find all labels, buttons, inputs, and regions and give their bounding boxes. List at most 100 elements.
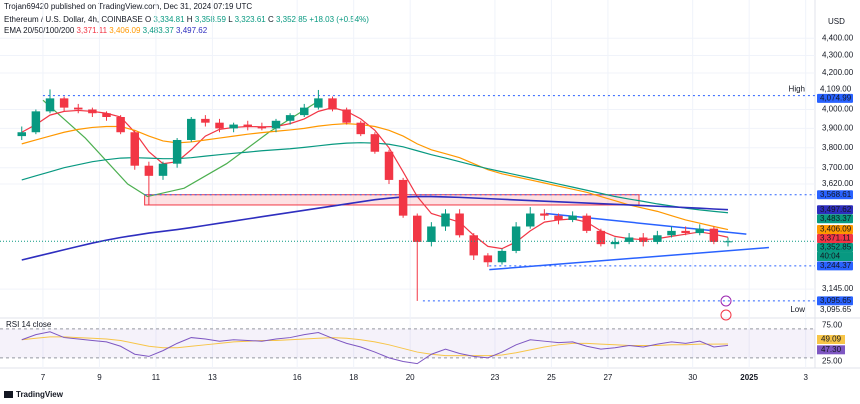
price-label: 3,371.11 [820, 234, 851, 243]
price-label-bg [817, 205, 853, 215]
candle-body [483, 255, 493, 263]
ema-part: 3,406.09 [109, 26, 141, 35]
ema-part: 3,497.62 [176, 26, 208, 35]
ema-line [21, 107, 729, 250]
arc-drawing [42, 99, 321, 198]
rsi-band [0, 328, 815, 358]
x-tick-label: 27 [603, 373, 612, 382]
ema-line [21, 123, 729, 231]
price-label-bg [817, 214, 853, 224]
y-tick-label: 3,145.00 [822, 284, 854, 293]
y-tick-label: 3,800.00 [822, 143, 854, 152]
header-part: 3,334.81 [153, 15, 185, 24]
price-label: 4,109.00 [820, 85, 852, 94]
price-tag: High [789, 85, 805, 94]
rsi-value-bg [817, 335, 845, 345]
candle-body [455, 213, 464, 236]
price-label: 3,483.37 [820, 214, 852, 223]
currency: USD [828, 17, 845, 26]
candle-body [314, 98, 323, 108]
candle-body [695, 228, 704, 234]
candle-body [526, 213, 535, 227]
candle-body [568, 215, 577, 220]
y-tick-label: 4,000.00 [822, 105, 854, 114]
header-part: C [268, 15, 274, 24]
candle-body [215, 122, 224, 129]
candle-body [356, 122, 365, 135]
candle-body [342, 109, 351, 123]
ema-part: EMA 20/50/100/200 [4, 26, 75, 35]
ema-line: EMA 20/50/100/200 3,371.11 3,406.09 3,48… [4, 26, 208, 35]
tv-logo: TradingView [4, 390, 64, 399]
price-label-bg [817, 190, 853, 200]
rsi-line [21, 331, 729, 365]
candle-body [610, 241, 620, 245]
x-tick-label: 13 [208, 373, 217, 382]
candle-body [398, 179, 408, 216]
candle-body [653, 235, 662, 242]
price-label-bg [817, 296, 853, 306]
candle-body [300, 107, 309, 116]
candle-body [370, 134, 380, 152]
candle-body [427, 226, 436, 242]
event-icons [720, 295, 732, 321]
y-tick-label: 3,900.00 [822, 124, 854, 133]
y-tick-label: 4,300.00 [822, 51, 854, 60]
y-tick-label: 4,400.00 [822, 33, 854, 42]
candle-body [709, 228, 719, 242]
header-part: 3,352.85 [276, 15, 308, 24]
price-label: 3,095.65 [820, 305, 852, 314]
candle-body [187, 118, 196, 140]
y-tick-label: 4,200.00 [822, 68, 854, 77]
price-label: 3,406.09 [820, 225, 852, 234]
header-part: 3,358.59 [195, 15, 227, 24]
header-part: L [228, 15, 233, 24]
candle-body [285, 115, 295, 121]
price-tag: Low [790, 305, 805, 314]
x-tick-label: 18 [349, 373, 358, 382]
countdown: 40:04 [820, 252, 841, 261]
candle-body [639, 237, 648, 242]
candle-body [201, 118, 210, 123]
candle-body [469, 235, 478, 256]
x-tick-label: 9 [97, 373, 102, 382]
candle-body [554, 215, 563, 220]
logo-icon [4, 391, 13, 398]
header-part: +18.03 (+0.54%) [309, 15, 369, 24]
candle-body [116, 116, 125, 133]
candle-body [497, 250, 507, 263]
candle-body [681, 230, 690, 234]
y-tick-label: 3,700.00 [822, 163, 854, 172]
price-label-bg [817, 84, 853, 94]
x-tick-label: 3 [803, 373, 808, 382]
price-label-bg [817, 234, 853, 244]
candle-body [723, 241, 733, 243]
candle-body [144, 165, 154, 176]
ema-part: 3,371.11 [77, 26, 108, 35]
candle-body [441, 213, 450, 227]
rsi-name: RSI 14 close [6, 320, 52, 329]
price-label-bg [817, 225, 853, 235]
rsi-tick-label: 75.00 [822, 320, 843, 329]
price-label: 3,095.65 [820, 296, 852, 305]
candle-body [257, 126, 267, 129]
price-label: 3,244.37 [820, 261, 852, 270]
candle-body [271, 120, 281, 129]
rsi-value: 47.30 [821, 345, 842, 354]
header-part: O [145, 15, 151, 24]
price-label-bg [817, 243, 853, 253]
price-label-bg [817, 93, 853, 103]
ema-line [21, 195, 729, 261]
candle-body [624, 237, 634, 242]
rsi-value-bg [817, 345, 845, 355]
candle-body [511, 226, 521, 251]
logo-text: TradingView [16, 390, 64, 399]
candle-body [130, 132, 139, 166]
price-label-bg [817, 305, 853, 315]
candle-body [328, 98, 337, 110]
candle-body [74, 107, 83, 110]
candle-body [45, 98, 55, 112]
candle-body [667, 230, 676, 236]
candle-body [158, 163, 168, 176]
